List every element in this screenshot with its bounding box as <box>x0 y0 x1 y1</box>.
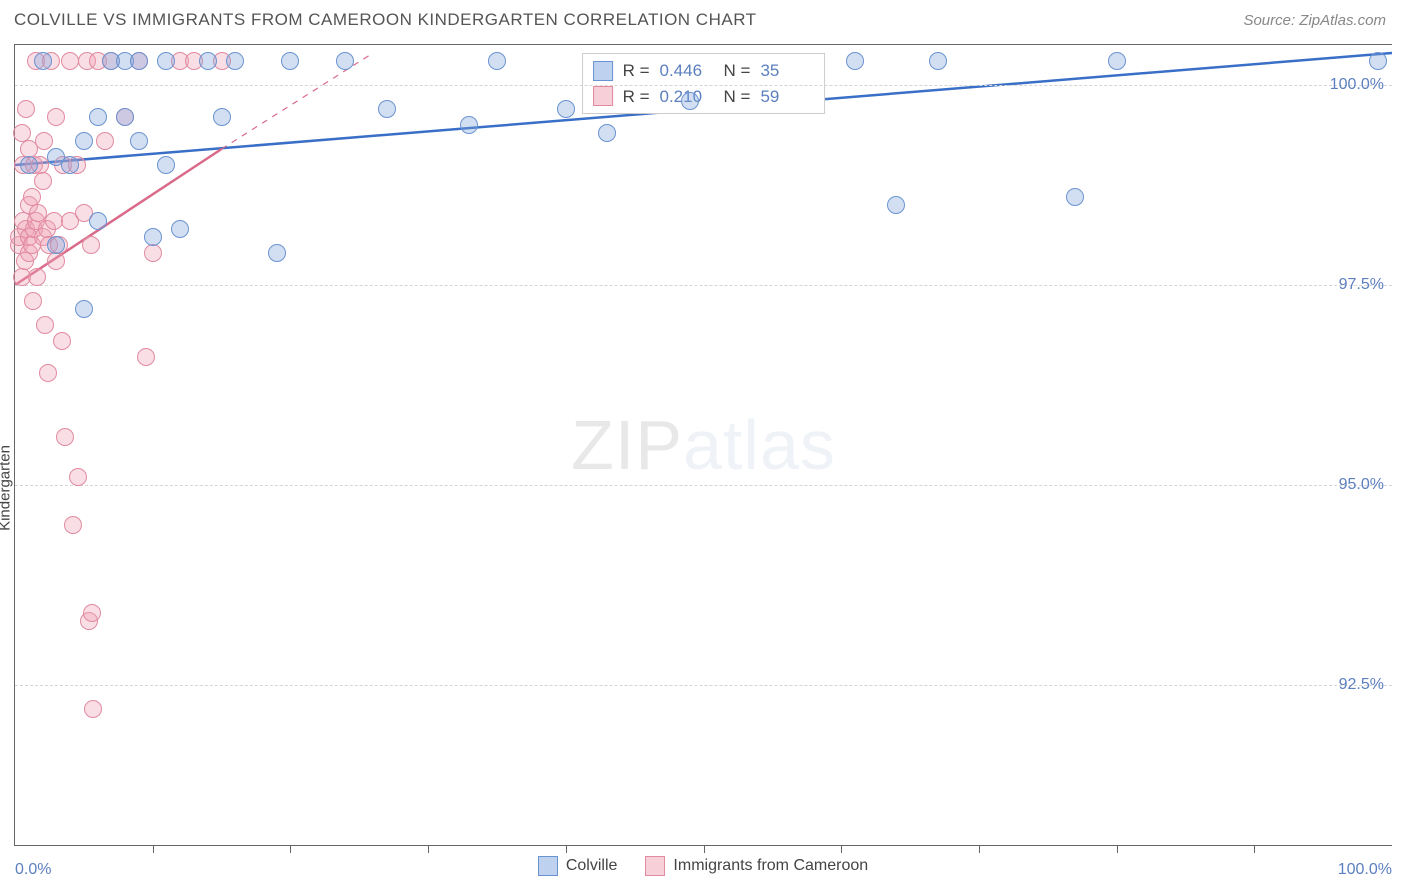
y-tick-label: 100.0% <box>1330 76 1384 94</box>
y-axis-label: Kindergarten <box>0 445 14 531</box>
data-point <box>226 52 244 70</box>
x-tick <box>1117 845 1118 853</box>
data-point <box>598 124 616 142</box>
data-point <box>213 108 231 126</box>
data-point <box>45 212 63 230</box>
data-point <box>61 52 79 70</box>
x-tick <box>428 845 429 853</box>
swatch-blue-icon <box>593 61 613 81</box>
legend-item-colville: Colville <box>538 856 618 876</box>
data-point <box>378 100 396 118</box>
gridline <box>15 485 1392 486</box>
chart-header: COLVILLE VS IMMIGRANTS FROM CAMEROON KIN… <box>0 0 1406 36</box>
data-point <box>83 604 101 622</box>
gridline <box>15 85 1392 86</box>
data-point <box>28 268 46 286</box>
data-point <box>281 52 299 70</box>
stats-row-colville: R = 0.446 N = 35 <box>593 58 815 84</box>
x-tick <box>979 845 980 853</box>
data-point <box>61 156 79 174</box>
data-point <box>846 52 864 70</box>
stats-row-cameroon: R = 0.210 N = 59 <box>593 84 815 110</box>
data-point <box>488 52 506 70</box>
x-tick <box>1254 845 1255 853</box>
data-point <box>35 132 53 150</box>
data-point <box>130 132 148 150</box>
scatter-plot: ZIPatlas R = 0.446 N = 35 R = 0.210 N = … <box>15 45 1392 845</box>
data-point <box>116 108 134 126</box>
legend-item-cameroon: Immigrants from Cameroon <box>645 856 868 876</box>
stats-box: R = 0.446 N = 35 R = 0.210 N = 59 <box>582 53 826 114</box>
data-point <box>34 172 52 190</box>
data-point <box>336 52 354 70</box>
gridline <box>15 285 1392 286</box>
data-point <box>460 116 478 134</box>
y-tick-label: 97.5% <box>1339 276 1384 294</box>
data-point <box>69 468 87 486</box>
gridline <box>15 685 1392 686</box>
data-point <box>171 220 189 238</box>
data-point <box>89 108 107 126</box>
data-point <box>39 364 57 382</box>
trend-lines <box>15 45 1392 845</box>
data-point <box>268 244 286 262</box>
legend-bottom: Colville Immigrants from Cameroon <box>0 856 1406 876</box>
data-point <box>64 516 82 534</box>
data-point <box>157 156 175 174</box>
x-tick <box>153 845 154 853</box>
data-point <box>137 348 155 366</box>
data-point <box>681 92 699 110</box>
data-point <box>53 332 71 350</box>
data-point <box>144 228 162 246</box>
data-point <box>1066 188 1084 206</box>
x-tick <box>841 845 842 853</box>
data-point <box>1108 52 1126 70</box>
data-point <box>887 196 905 214</box>
swatch-pink-icon <box>593 86 613 106</box>
data-point <box>144 244 162 262</box>
data-point <box>1369 52 1387 70</box>
data-point <box>84 700 102 718</box>
data-point <box>96 132 114 150</box>
data-point <box>56 428 74 446</box>
data-point <box>20 156 38 174</box>
data-point <box>34 52 52 70</box>
data-point <box>24 292 42 310</box>
plot-area: ZIPatlas R = 0.446 N = 35 R = 0.210 N = … <box>14 44 1392 846</box>
data-point <box>47 108 65 126</box>
x-tick <box>704 845 705 853</box>
data-point <box>75 300 93 318</box>
source-label: Source: ZipAtlas.com <box>1243 12 1386 29</box>
swatch-pink-icon <box>645 856 665 876</box>
data-point <box>47 236 65 254</box>
x-tick <box>290 845 291 853</box>
data-point <box>82 236 100 254</box>
chart-title: COLVILLE VS IMMIGRANTS FROM CAMEROON KIN… <box>14 10 757 30</box>
x-tick <box>566 845 567 853</box>
y-tick-label: 95.0% <box>1339 476 1384 494</box>
data-point <box>36 316 54 334</box>
data-point <box>157 52 175 70</box>
data-point <box>929 52 947 70</box>
data-point <box>89 212 107 230</box>
data-point <box>199 52 217 70</box>
data-point <box>557 100 575 118</box>
data-point <box>75 132 93 150</box>
data-point <box>47 252 65 270</box>
data-point <box>17 100 35 118</box>
data-point <box>130 52 148 70</box>
y-tick-label: 92.5% <box>1339 676 1384 694</box>
swatch-blue-icon <box>538 856 558 876</box>
